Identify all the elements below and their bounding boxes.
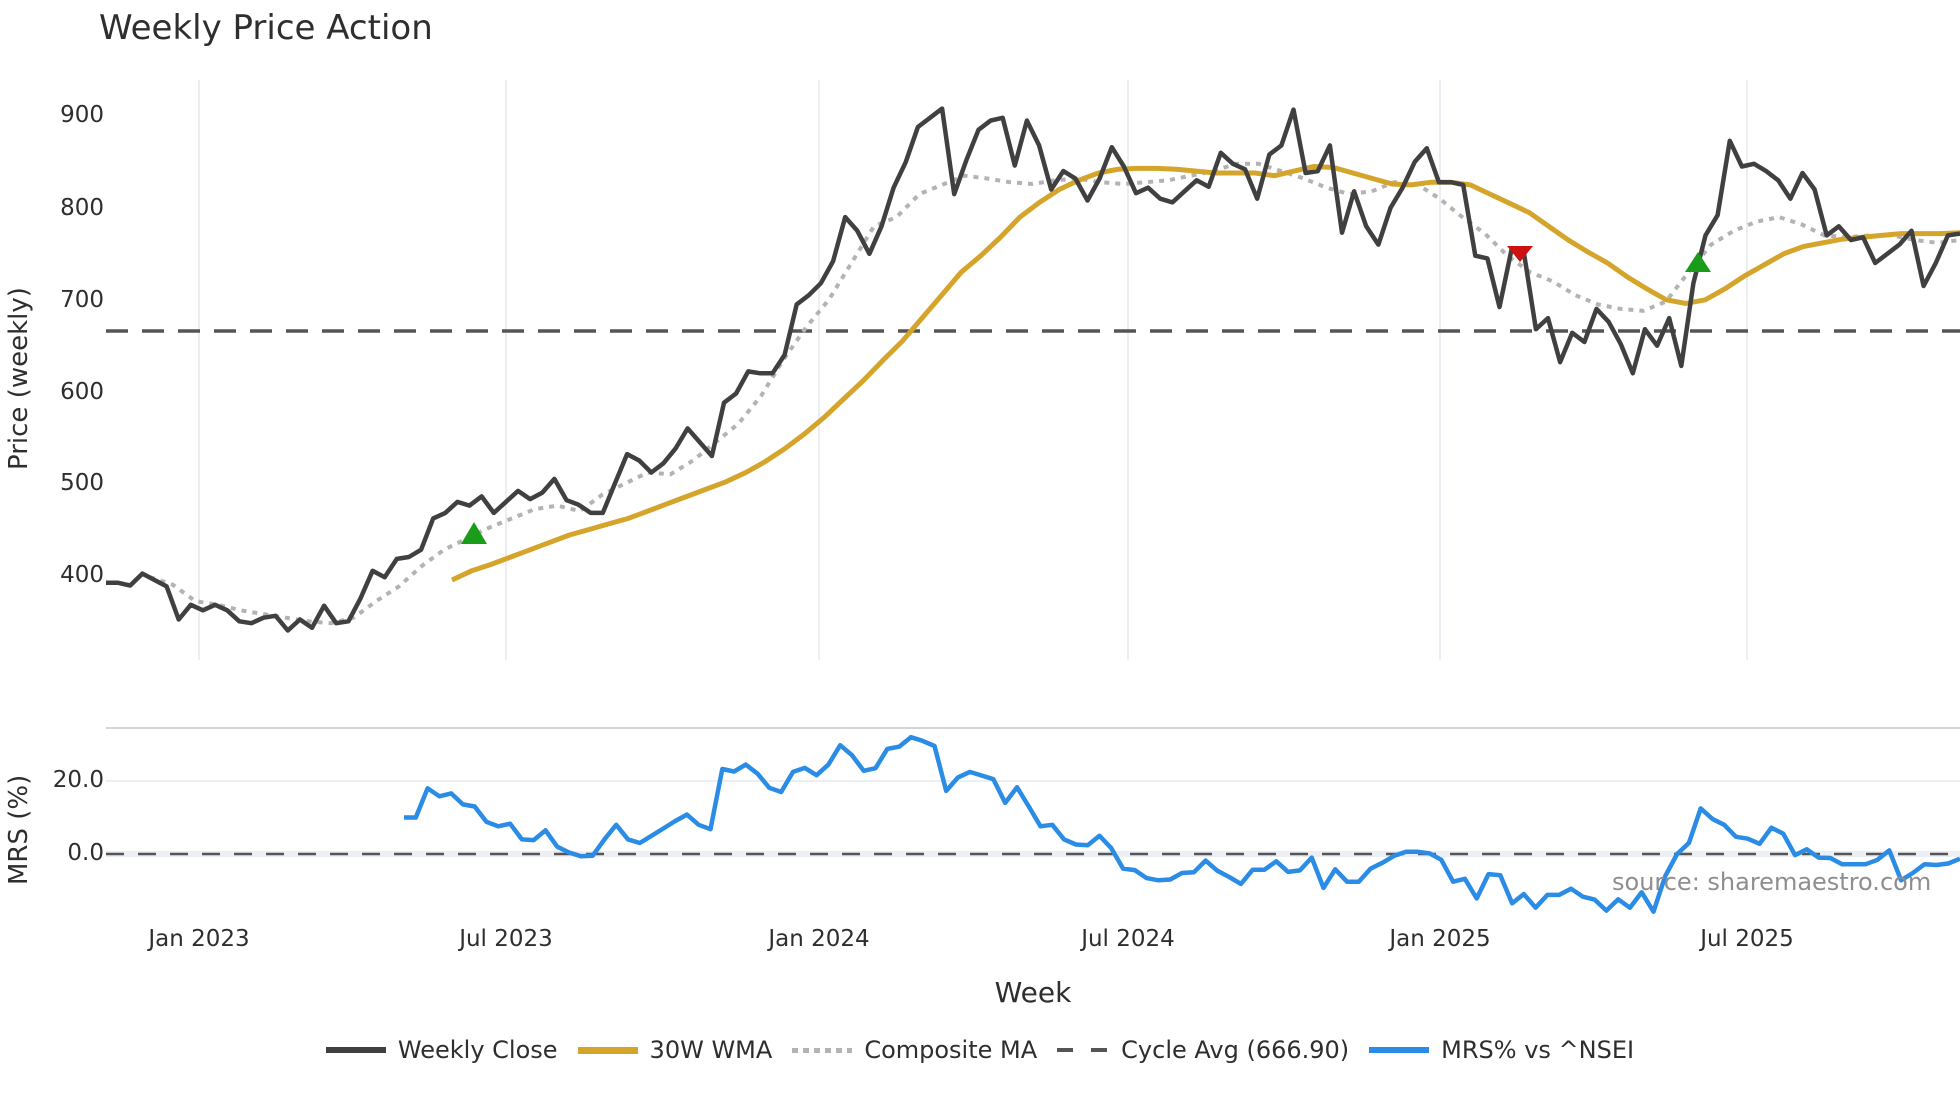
mrs-axis-label: MRS (%) (4, 774, 34, 885)
legend-item-weekly-close[interactable]: Weekly Close (325, 1036, 558, 1064)
price-tick-700: 700 (60, 287, 104, 313)
price-tick-600: 600 (60, 379, 104, 405)
chart-title: Weekly Price Action (99, 8, 433, 48)
mrs-swatch-icon (1369, 1047, 1430, 1053)
x-tick-jul-2024: Jul 2024 (1081, 926, 1175, 952)
composite-ma-line (149, 161, 1960, 626)
x-tick-jul-2023: Jul 2023 (459, 926, 553, 952)
x-tick-jan-2025: Jan 2025 (1389, 926, 1491, 952)
legend-label: Cycle Avg (666.90) (1121, 1036, 1350, 1064)
wma-30w-line (450, 163, 1960, 583)
price-tick-800: 800 (60, 195, 104, 221)
x-tick-jan-2023: Jan 2023 (148, 926, 250, 952)
legend-label: Composite MA (864, 1036, 1038, 1064)
gridlines (198, 80, 1748, 660)
legend-item-composite-ma[interactable]: Composite MA (792, 1036, 1037, 1064)
price-tick-400: 400 (60, 562, 104, 588)
legend-item-wma[interactable]: 30W WMA (577, 1036, 773, 1064)
legend-label: Weekly Close (397, 1036, 558, 1064)
price-axis-label: Price (weekly) (4, 287, 34, 470)
sell-signal-marker (1507, 246, 1533, 262)
buy-signal-marker-1 (461, 522, 487, 544)
legend-label: 30W WMA (649, 1036, 773, 1064)
price-tick-900: 900 (60, 102, 104, 128)
buy-signal-marker-2 (1685, 252, 1711, 272)
composite-ma-swatch-icon (792, 1047, 853, 1053)
legend-label: MRS% vs ^NSEI (1441, 1036, 1635, 1064)
weekly-close-swatch-icon (325, 1047, 386, 1053)
legend-item-mrs[interactable]: MRS% vs ^NSEI (1369, 1036, 1634, 1064)
legend: Weekly Close 30W WMA Composite MA Cycle … (0, 1036, 1960, 1064)
wma-swatch-icon (577, 1046, 638, 1054)
x-tick-jul-2025: Jul 2025 (1700, 926, 1794, 952)
mrs-tick-0: 0.0 (67, 840, 104, 866)
source-watermark: source: sharemaestro.com (1612, 868, 1932, 896)
legend-item-cycle-avg[interactable]: Cycle Avg (666.90) (1057, 1036, 1349, 1064)
mrs-line (404, 734, 1960, 914)
mrs-tick-20: 20.0 (52, 767, 104, 793)
price-tick-500: 500 (60, 470, 104, 496)
x-tick-jan-2024: Jan 2024 (768, 926, 870, 952)
x-axis-label: Week (994, 976, 1072, 1009)
cycle-avg-swatch-icon (1057, 1048, 1110, 1052)
weekly-close-line (106, 106, 1960, 633)
